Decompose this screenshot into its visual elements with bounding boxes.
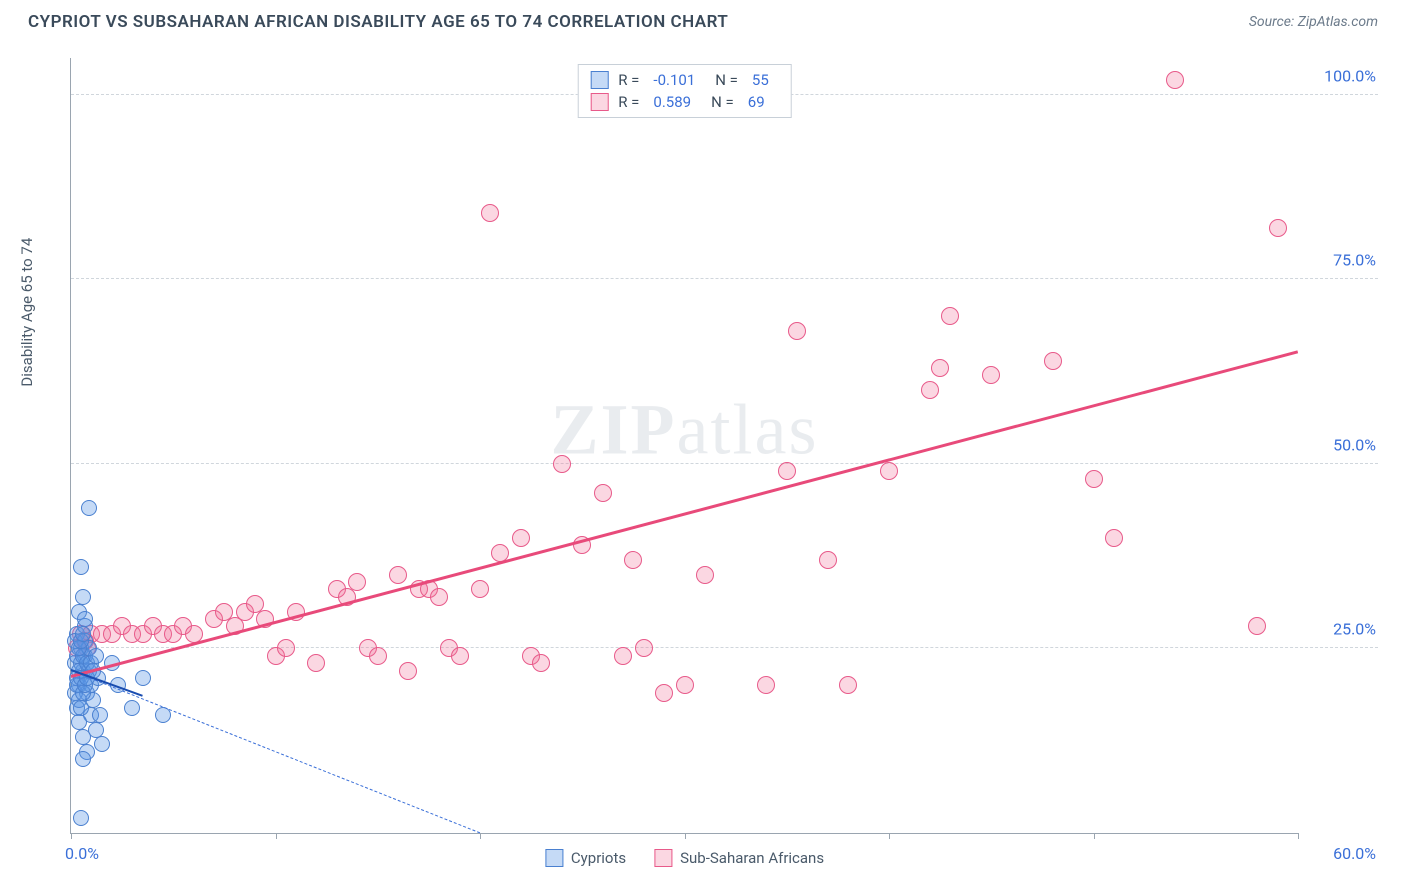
subsaharan-point	[839, 676, 857, 694]
y-tick-label: 75.0%	[1333, 251, 1376, 270]
x-tick	[71, 833, 72, 839]
subsaharan-point	[635, 639, 653, 657]
source-label: Source: ZipAtlas.com	[1249, 14, 1378, 30]
chart-container: Disability Age 65 to 74 ZIPatlas R = -0.…	[28, 48, 1378, 874]
subsaharan-point	[369, 647, 387, 665]
x-axis-max-label: 60.0%	[1333, 844, 1376, 863]
cypriots-point	[73, 700, 89, 716]
subsaharan-point	[532, 654, 550, 672]
subsaharan-point	[399, 662, 417, 680]
cypriots-point	[94, 736, 110, 752]
chart-title: CYPRIOT VS SUBSAHARAN AFRICAN DISABILITY…	[28, 12, 728, 32]
subsaharan-point	[481, 204, 499, 222]
subsaharan-point	[819, 551, 837, 569]
subsaharan-point	[389, 566, 407, 584]
legend-item-cypriots: Cypriots	[545, 849, 626, 867]
subsaharan-point	[982, 366, 1000, 384]
subsaharan-point	[1044, 352, 1062, 370]
swatch-cypriots	[590, 71, 608, 89]
gridline	[71, 647, 1378, 648]
watermark: ZIPatlas	[551, 389, 819, 472]
x-tick	[1094, 833, 1095, 839]
subsaharan-point	[614, 647, 632, 665]
cypriots-point	[81, 500, 97, 516]
x-tick	[889, 833, 890, 839]
x-tick	[1298, 833, 1299, 839]
subsaharan-point	[307, 654, 325, 672]
legend-series: Cypriots Sub-Saharan Africans	[545, 849, 824, 867]
subsaharan-point	[594, 484, 612, 502]
y-tick-label: 50.0%	[1333, 435, 1376, 454]
cypriots-point	[73, 559, 89, 575]
subsaharan-point	[921, 381, 939, 399]
gridline	[71, 463, 1378, 464]
y-tick-label: 100.0%	[1324, 66, 1376, 85]
subsaharan-point	[1269, 219, 1287, 237]
cypriots-point	[77, 611, 93, 627]
subsaharan-point	[788, 322, 806, 340]
y-tick-label: 25.0%	[1333, 620, 1376, 639]
subsaharan-point	[1105, 529, 1123, 547]
trend-subsaharan	[71, 350, 1299, 678]
legend-item-subsaharan: Sub-Saharan Africans	[654, 849, 824, 867]
swatch-cypriots	[545, 849, 563, 867]
swatch-subsaharan	[590, 93, 608, 111]
gridline	[71, 278, 1378, 279]
x-tick	[480, 833, 481, 839]
x-tick	[276, 833, 277, 839]
x-tick	[685, 833, 686, 839]
cypriots-point	[75, 589, 91, 605]
subsaharan-point	[512, 529, 530, 547]
subsaharan-point	[778, 462, 796, 480]
subsaharan-point	[696, 566, 714, 584]
cypriots-point	[75, 729, 91, 745]
cypriots-point	[71, 714, 87, 730]
legend-stats: R = -0.101 N = 55 R = 0.589 N = 69	[577, 64, 792, 118]
subsaharan-point	[451, 647, 469, 665]
subsaharan-point	[1085, 470, 1103, 488]
cypriots-point	[88, 648, 104, 664]
plot-area: ZIPatlas R = -0.101 N = 55 R = 0.589 N =…	[70, 58, 1298, 834]
subsaharan-point	[941, 307, 959, 325]
cypriots-point	[75, 751, 91, 767]
subsaharan-point	[1166, 71, 1184, 89]
subsaharan-point	[624, 551, 642, 569]
subsaharan-point	[880, 462, 898, 480]
cypriots-point	[92, 707, 108, 723]
subsaharan-point	[655, 684, 673, 702]
subsaharan-point	[430, 588, 448, 606]
subsaharan-point	[277, 639, 295, 657]
cypriots-point	[75, 626, 91, 642]
cypriots-point	[124, 700, 140, 716]
subsaharan-point	[757, 676, 775, 694]
x-axis-min-label: 0.0%	[65, 844, 99, 863]
subsaharan-point	[348, 573, 366, 591]
cypriots-point	[73, 810, 89, 826]
cypriots-point	[135, 670, 151, 686]
subsaharan-point	[676, 676, 694, 694]
subsaharan-point	[553, 455, 571, 473]
swatch-subsaharan	[654, 849, 672, 867]
y-axis-label: Disability Age 65 to 74	[18, 238, 36, 387]
legend-row-subsaharan: R = 0.589 N = 69	[590, 91, 779, 113]
legend-row-cypriots: R = -0.101 N = 55	[590, 69, 779, 91]
subsaharan-point	[931, 359, 949, 377]
trend-cypriots-dashed	[71, 670, 480, 833]
subsaharan-point	[1248, 617, 1266, 635]
subsaharan-point	[471, 580, 489, 598]
